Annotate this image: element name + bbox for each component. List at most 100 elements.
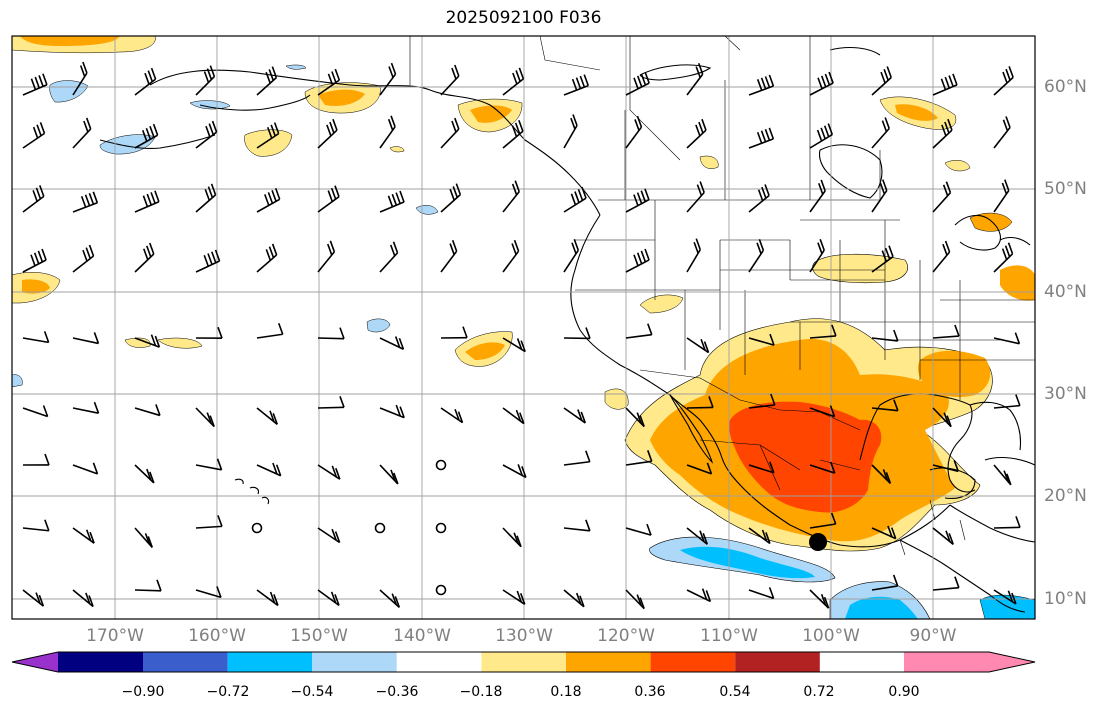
wind-barb (134, 404, 161, 417)
anomaly-arctic-west-inner (20, 36, 120, 46)
wind-barb (625, 188, 650, 213)
anomaly-gulf-region (917, 350, 991, 397)
wind-barb (72, 61, 88, 96)
coast-alaska-south (199, 94, 311, 111)
wind-barb (625, 589, 645, 610)
wind-barb (932, 324, 960, 339)
wind-barb (317, 464, 341, 480)
lat-label-50n: 50°N (1044, 179, 1087, 199)
wind-barb (317, 327, 345, 340)
wind-barb (932, 460, 959, 473)
wind-barb (22, 519, 50, 532)
colorbar-tick-label: 0.90 (888, 684, 920, 700)
wind-barb (256, 322, 284, 339)
anomaly-cool-west-edge (11, 374, 23, 388)
wind-barb (993, 116, 1011, 149)
wind-barb (502, 239, 520, 273)
wind-barb (22, 405, 49, 418)
wind-barb (195, 120, 218, 149)
wind-barb (871, 329, 899, 342)
wind-barb (993, 394, 1021, 409)
colorbar-segment (58, 652, 143, 672)
wind-barb (563, 114, 578, 149)
wind-barbs (22, 61, 1021, 610)
lon-label-150w: 150°W (290, 626, 348, 646)
lon-label-160w: 160°W (188, 626, 246, 646)
border-us-states-c (720, 219, 1035, 361)
wind-barb (22, 453, 50, 466)
wind-barb (22, 185, 45, 213)
wind-barb (625, 523, 652, 536)
wind-barb (256, 122, 280, 149)
wind-barb (686, 181, 705, 213)
wind-barb (625, 450, 653, 466)
coast-caribbean (949, 504, 1036, 543)
wind-barb (134, 242, 155, 273)
wind-barb (809, 461, 836, 474)
lon-label-170w: 170°W (86, 626, 144, 646)
lon-label-110w: 110°W (700, 626, 758, 646)
lat-label-40n: 40°N (1044, 282, 1087, 302)
wind-barb (748, 393, 776, 409)
wind-barb (379, 404, 405, 419)
anomaly-cool-aleutian (99, 134, 156, 155)
wind-barb (993, 332, 1021, 345)
anomaly-cool-alaska-w (189, 100, 231, 110)
wind-barb (748, 74, 775, 96)
wind-barb (686, 238, 702, 273)
wind-barb (502, 337, 526, 353)
anomaly-canada-a (699, 155, 719, 169)
coast-florida (969, 401, 1022, 451)
colorbar-extend-min (12, 652, 58, 672)
wind-barb (195, 515, 223, 529)
colorbar-tick-label: −0.90 (121, 684, 165, 700)
lon-label-140w: 140°W (393, 626, 451, 646)
wind-barb (871, 179, 888, 213)
wind-barb (134, 527, 154, 548)
map-title: 2025092100 F036 (445, 8, 602, 28)
anomaly-pacific-a-inner (465, 342, 505, 360)
lon-label-120w: 120°W (597, 626, 655, 646)
wind-barb (748, 184, 770, 213)
wind-barb (932, 181, 952, 213)
anomaly-hudson-inner (895, 104, 938, 121)
colorbar-segment (566, 652, 651, 672)
wind-barb (195, 249, 221, 273)
wind-barb (502, 464, 527, 479)
coastlines (99, 46, 1036, 613)
wind-barb (317, 118, 338, 149)
wind-barb (256, 589, 279, 607)
anomaly-ontario-region (969, 212, 1013, 232)
colorbar-segment (227, 652, 313, 672)
wind-barb (440, 326, 468, 339)
wind-barb (748, 333, 775, 346)
wind-barb (871, 117, 890, 149)
lat-label-60n: 60°N (1044, 77, 1087, 97)
lon-label-100w: 100°W (802, 626, 860, 646)
wind-barb (871, 464, 892, 484)
wind-barb (502, 407, 525, 425)
wind-barb (440, 117, 460, 149)
wind-barb (22, 122, 46, 149)
colorbar-segment (735, 652, 820, 672)
calm-wind-symbol (435, 522, 447, 534)
wind-barb (195, 407, 215, 428)
wind-barb (809, 71, 834, 96)
border-north (539, 35, 741, 161)
wind-barb (72, 401, 100, 414)
wind-barb (379, 115, 396, 149)
calm-wind-symbol (374, 522, 386, 534)
anomaly-cool-north (285, 64, 307, 70)
anomaly-shading (11, 35, 1036, 620)
wind-barb (748, 127, 775, 149)
wind-barb (317, 185, 340, 213)
wind-barb (22, 248, 47, 273)
wind-barb (22, 589, 45, 607)
wind-barb (563, 238, 580, 273)
wind-barb (22, 331, 50, 344)
wind-barb (502, 527, 522, 548)
wind-barb (379, 190, 405, 213)
colorbar-tick-label: −0.36 (375, 684, 419, 700)
wind-barb (563, 589, 585, 608)
anomaly-alaska-a-inner (318, 89, 365, 106)
